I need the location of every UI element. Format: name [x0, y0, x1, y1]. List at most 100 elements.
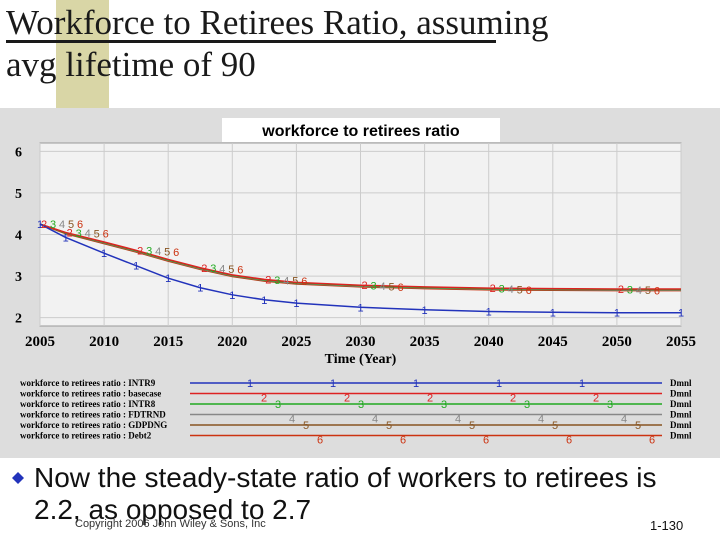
chart-title: workforce to retirees ratio [261, 123, 460, 140]
legend-marker-1: 1 [247, 378, 253, 390]
y-tick-label: 3 [15, 270, 22, 285]
series-marker-3: 3 [76, 228, 82, 240]
x-axis-label: Time (Year) [325, 352, 397, 367]
legend-marker-2: 2 [261, 393, 267, 405]
legend-marker-6: 6 [317, 435, 323, 447]
series-marker-6: 6 [301, 276, 307, 288]
legend-marker-3: 3 [441, 399, 447, 411]
series-marker-1: 1 [357, 302, 363, 314]
series-marker-1: 1 [614, 308, 620, 320]
copyright-text: Copyright 2006 John Wiley & Sons, Inc [75, 518, 266, 530]
legend-marker-2: 2 [344, 393, 350, 405]
legend-entry-label: workforce to retirees ratio : INTR8 [20, 399, 156, 409]
series-marker-6: 6 [77, 219, 83, 231]
x-tick-label: 2020 [217, 334, 247, 350]
legend-unit: Dmnl [670, 431, 692, 441]
legend-marker-2: 2 [427, 393, 433, 405]
series-marker-3: 3 [370, 281, 376, 293]
series-marker-4: 4 [155, 246, 161, 258]
series-marker-1: 1 [229, 290, 235, 302]
legend-entry-label: workforce to retirees ratio : INTR9 [20, 378, 156, 388]
legend-marker-1: 1 [413, 378, 419, 390]
series-marker-4: 4 [219, 264, 225, 276]
legend-marker-5: 5 [469, 420, 475, 432]
series-marker-5: 5 [388, 281, 394, 293]
series-marker-3: 3 [50, 219, 56, 231]
legend-marker-6: 6 [649, 435, 655, 447]
bullet-text: Now the steady-state ratio of workers to… [34, 462, 657, 525]
series-marker-1: 1 [165, 273, 171, 285]
legend-marker-6: 6 [566, 435, 572, 447]
diamond-bullet-icon [12, 472, 24, 484]
line-chart: workforce to retirees ratio 2005 2010 2015 2… [15, 118, 696, 447]
series-marker-1: 1 [101, 248, 107, 260]
chart-title-box [222, 118, 500, 142]
y-tick-label: 6 [15, 145, 22, 160]
series-marker-6: 6 [526, 285, 532, 297]
legend-marker-5: 5 [386, 420, 392, 432]
title-underline [6, 40, 496, 43]
title-line-1: Workforce to Retirees Ratio, assuming [6, 3, 549, 42]
x-tick-label: 2050 [602, 334, 632, 350]
x-tick-label: 2045 [538, 334, 568, 350]
legend-marker-3: 3 [275, 399, 281, 411]
legend-unit: Dmnl [670, 410, 692, 420]
x-tick-label: 2015 [153, 334, 183, 350]
legend-marker-2: 2 [510, 393, 516, 405]
series-marker-3: 3 [627, 284, 633, 296]
y-tick-label: 5 [15, 187, 22, 202]
chart-panel: workforce to retirees ratio 2005 2010 2015 2… [0, 108, 720, 458]
series-marker-5: 5 [645, 285, 651, 297]
legend-unit: Dmnl [670, 389, 692, 399]
legend-marker-6: 6 [400, 435, 406, 447]
series-marker-1: 1 [133, 261, 139, 273]
series-marker-2: 2 [137, 245, 143, 257]
series-marker-1: 1 [678, 308, 684, 320]
series-marker-6: 6 [237, 264, 243, 276]
legend-marker-5: 5 [552, 420, 558, 432]
y-tick-label: 2 [15, 312, 22, 327]
legend-marker-4: 4 [455, 414, 461, 426]
x-tick-label: 2055 [666, 334, 696, 350]
legend-entry-label: workforce to retirees ratio : Debt2 [20, 431, 152, 441]
series-marker-1: 1 [197, 283, 203, 295]
series-marker-3: 3 [210, 263, 216, 275]
series-marker-1: 1 [293, 298, 299, 310]
legend-marker-4: 4 [372, 414, 378, 426]
series-marker-4: 4 [508, 284, 514, 296]
legend-unit: Dmnl [670, 420, 692, 430]
legend-marker-4: 4 [538, 414, 544, 426]
legend-marker-1: 1 [330, 378, 336, 390]
legend-marker-6: 6 [483, 435, 489, 447]
series-marker-2: 2 [265, 274, 271, 286]
page-number: 1-130 [650, 518, 684, 533]
series-marker-5: 5 [228, 264, 234, 276]
series-marker-2: 2 [490, 283, 496, 295]
series-marker-5: 5 [517, 284, 523, 296]
series-marker-2: 2 [361, 280, 367, 292]
legend-entry-label: workforce to retirees ratio : FDTRND [20, 410, 166, 420]
series-line-1 [39, 223, 681, 314]
legend-entry-label: workforce to retirees ratio : GDPDNG [20, 420, 167, 430]
series-marker-2: 2 [201, 263, 207, 275]
series-marker-3: 3 [499, 284, 505, 296]
series-marker-6: 6 [173, 247, 179, 259]
series-marker-1: 1 [37, 219, 43, 231]
series-marker-5: 5 [94, 228, 100, 240]
series-marker-1: 1 [422, 305, 428, 317]
legend-marker-5: 5 [303, 420, 309, 432]
series-marker-6: 6 [103, 229, 109, 241]
series-marker-5: 5 [292, 276, 298, 288]
series-marker-6: 6 [654, 286, 660, 298]
series-marker-4: 4 [636, 285, 642, 297]
x-tick-label: 2040 [474, 334, 504, 350]
series-marker-4: 4 [379, 281, 385, 293]
x-tick-label: 2035 [410, 334, 440, 350]
legend-marker-1: 1 [579, 378, 585, 390]
series-marker-4: 4 [85, 228, 91, 240]
series-marker-3: 3 [146, 246, 152, 258]
title-line-2: avg lifetime of 90 [6, 45, 256, 84]
x-tick-label: 2030 [346, 334, 376, 350]
x-tick-label: 2025 [281, 334, 311, 350]
legend-marker-1: 1 [496, 378, 502, 390]
